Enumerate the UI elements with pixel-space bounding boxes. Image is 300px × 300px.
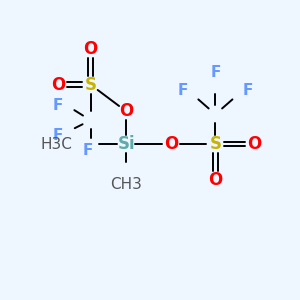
- Text: O: O: [208, 171, 223, 189]
- Text: S: S: [85, 76, 97, 94]
- Text: O: O: [51, 76, 65, 94]
- Text: F: F: [82, 142, 93, 158]
- Text: S: S: [209, 135, 221, 153]
- Text: CH3: CH3: [110, 177, 142, 192]
- Text: F: F: [53, 128, 63, 142]
- Text: F: F: [178, 83, 188, 98]
- Text: O: O: [247, 135, 261, 153]
- Text: F: F: [243, 83, 253, 98]
- Text: O: O: [83, 40, 98, 58]
- Text: O: O: [164, 135, 178, 153]
- Text: F: F: [53, 98, 63, 113]
- Text: F: F: [210, 65, 220, 80]
- Text: Si: Si: [117, 135, 135, 153]
- Text: O: O: [119, 102, 133, 120]
- Text: H3C: H3C: [41, 136, 73, 152]
